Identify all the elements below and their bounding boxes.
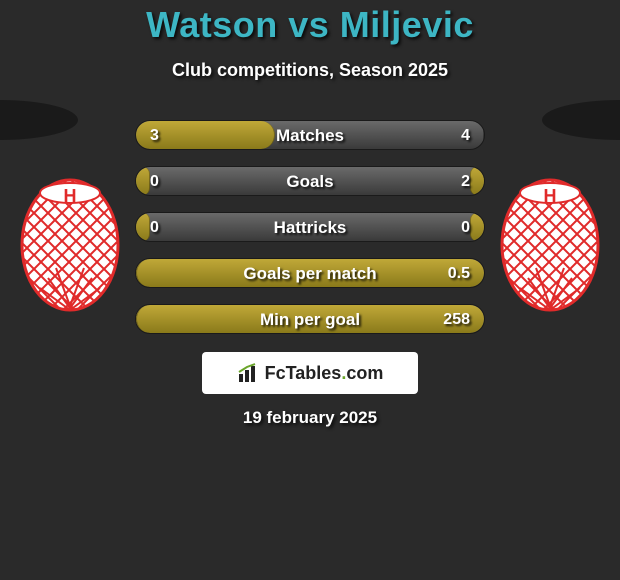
player-silhouette-left: [0, 100, 78, 140]
bar-label: Goals per match: [136, 259, 484, 288]
bar-label: Min per goal: [136, 305, 484, 334]
stat-bars: Matches34Goals02Hattricks00Goals per mat…: [135, 120, 485, 350]
bar-label: Goals: [136, 167, 484, 196]
stat-bar-row: Hattricks0 0: [135, 212, 485, 242]
bar-value-left: 0: [150, 167, 159, 196]
date-text: 19 february 2025: [0, 408, 620, 428]
bar-label: Matches: [136, 121, 484, 150]
bar-value-left: 3: [150, 121, 159, 150]
stat-bar-row: Goals0 2: [135, 166, 485, 196]
bar-value-right: 0: [461, 213, 470, 242]
title: Watson vs Miljevic: [0, 0, 620, 46]
bar-value-right: 0.5: [448, 259, 470, 288]
fctables-logo: FcTables.com: [202, 352, 418, 394]
crest-letter: H: [64, 186, 77, 206]
logo-text: FcTables.com: [265, 363, 384, 384]
bar-value-right: 4: [461, 121, 470, 150]
bar-value-right: 2: [461, 167, 470, 196]
stat-bar-row: Min per goal258: [135, 304, 485, 334]
team-crest-right: H: [500, 178, 600, 313]
bar-value-left: 0: [150, 213, 159, 242]
crest-letter: H: [544, 186, 557, 206]
chart-icon: [237, 362, 259, 384]
player-silhouette-right: [542, 100, 620, 140]
bar-value-right: 258: [443, 305, 470, 334]
bar-label: Hattricks: [136, 213, 484, 242]
stat-bar-row: Goals per match0.5: [135, 258, 485, 288]
team-crest-left: H: [20, 178, 120, 313]
stat-bar-row: Matches3 4: [135, 120, 485, 150]
subtitle: Club competitions, Season 2025: [0, 60, 620, 81]
